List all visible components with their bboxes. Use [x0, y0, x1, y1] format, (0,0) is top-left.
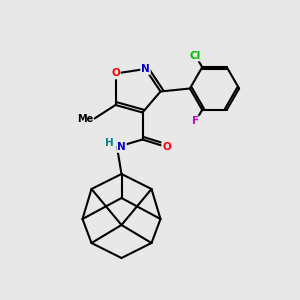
Text: O: O [111, 68, 120, 79]
Text: Me: Me [77, 113, 93, 124]
Text: N: N [117, 142, 126, 152]
Text: Cl: Cl [190, 50, 201, 61]
Text: O: O [162, 142, 171, 152]
Text: F: F [192, 116, 199, 127]
Text: H: H [105, 138, 114, 148]
Text: N: N [141, 64, 150, 74]
